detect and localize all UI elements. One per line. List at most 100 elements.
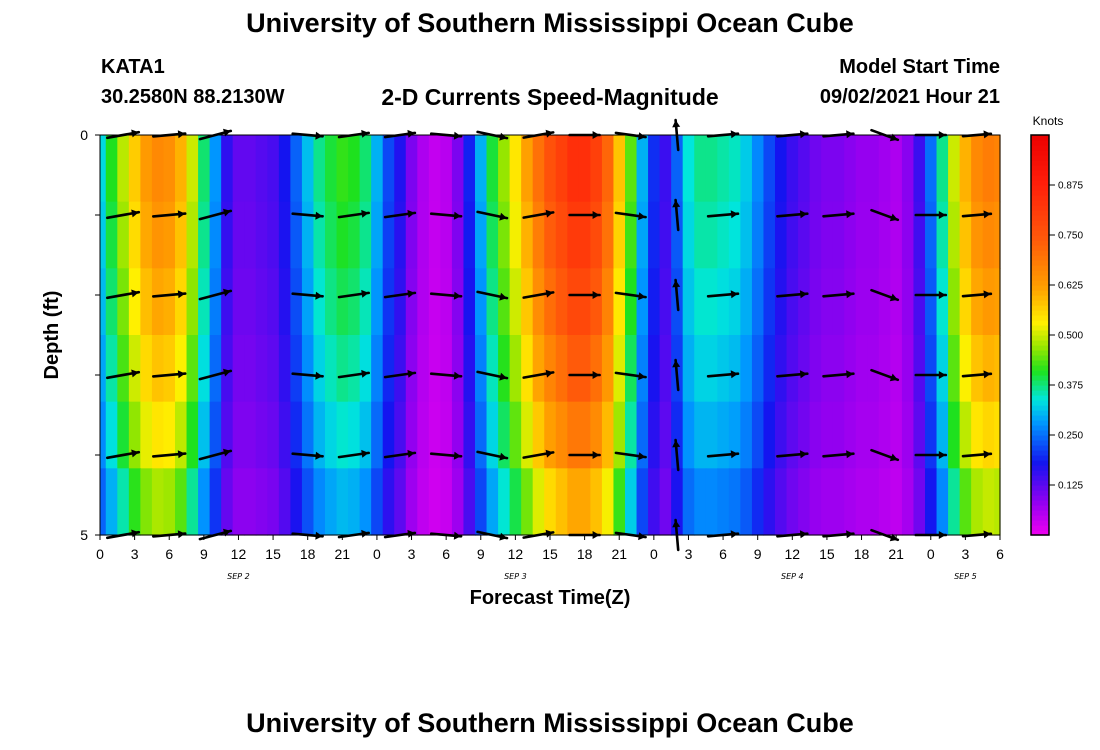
heatmap-cell bbox=[659, 135, 672, 203]
heatmap-cell bbox=[544, 401, 557, 469]
heatmap-cell bbox=[971, 201, 984, 269]
heatmap-cell bbox=[578, 201, 591, 269]
heatmap-cell bbox=[140, 135, 153, 203]
colorbar-segment bbox=[1031, 420, 1049, 426]
heatmap-cell bbox=[636, 135, 649, 203]
current-arrow bbox=[106, 209, 141, 220]
heatmap-cell bbox=[405, 335, 418, 403]
heatmap-cell bbox=[348, 401, 361, 469]
current-arrow bbox=[337, 449, 371, 459]
x-tick-label: 18 bbox=[577, 546, 593, 562]
colorbar-segment bbox=[1031, 135, 1049, 141]
current-arrow bbox=[961, 370, 993, 379]
heatmap-cell bbox=[198, 468, 211, 536]
colorbar-segment bbox=[1031, 235, 1049, 241]
colorbar-segment bbox=[1031, 300, 1049, 306]
heatmap-cell bbox=[348, 468, 361, 536]
heatmap-cell bbox=[682, 135, 695, 203]
heatmap-cell bbox=[163, 201, 176, 269]
heatmap-cell bbox=[682, 201, 695, 269]
heatmap-cell bbox=[255, 268, 268, 336]
heatmap-cell bbox=[844, 468, 857, 536]
heatmap-cell bbox=[140, 401, 153, 469]
colorbar-segment bbox=[1031, 500, 1049, 506]
heatmap-cell bbox=[428, 401, 441, 469]
colorbar-segment bbox=[1031, 145, 1049, 151]
heatmap-cell bbox=[544, 135, 557, 203]
heatmap-cell bbox=[925, 135, 938, 203]
heatmap-cell bbox=[590, 135, 603, 203]
heatmap-cell bbox=[486, 335, 499, 403]
heatmap-cell bbox=[786, 468, 799, 536]
heatmap-cell bbox=[994, 401, 1001, 469]
x-tick-label: 6 bbox=[442, 546, 450, 562]
heatmap-cell bbox=[486, 268, 499, 336]
heatmap-cell bbox=[371, 335, 384, 403]
current-arrow bbox=[776, 290, 809, 299]
colorbar-segment bbox=[1031, 250, 1049, 256]
heatmap-cell bbox=[451, 401, 465, 469]
heatmap-cell bbox=[105, 401, 118, 469]
x-tick-label: 9 bbox=[754, 546, 762, 562]
heatmap-cell bbox=[221, 135, 234, 203]
heatmap-cell bbox=[567, 468, 580, 536]
heatmap-cell bbox=[498, 201, 511, 269]
heatmap-cell bbox=[163, 135, 176, 203]
heatmap-cell bbox=[244, 401, 257, 469]
heatmap-cell bbox=[244, 335, 257, 403]
heatmap-cell bbox=[705, 135, 718, 203]
heatmap-cell bbox=[198, 201, 211, 269]
heatmap-cell bbox=[290, 335, 303, 403]
heatmap-cell bbox=[267, 135, 280, 203]
x-tick-label: 0 bbox=[927, 546, 935, 562]
heatmap-cell bbox=[798, 135, 811, 203]
heatmap-cell bbox=[544, 268, 557, 336]
heatmap-cell bbox=[901, 135, 915, 203]
current-arrow bbox=[568, 451, 601, 459]
heatmap-cell bbox=[567, 201, 580, 269]
colorbar-segment bbox=[1031, 200, 1049, 206]
heatmap-cell bbox=[301, 468, 315, 536]
heatmap-cell bbox=[325, 268, 338, 336]
heatmap-cell bbox=[798, 201, 811, 269]
heatmap-cell bbox=[705, 401, 718, 469]
heatmap-cell bbox=[267, 268, 280, 336]
colorbar-tick-label: 0.625 bbox=[1058, 281, 1083, 292]
heatmap-cell bbox=[428, 201, 441, 269]
heatmap-cell bbox=[163, 268, 176, 336]
heatmap-cell bbox=[971, 135, 984, 203]
colorbar-segment bbox=[1031, 390, 1049, 396]
current-arrow bbox=[522, 369, 555, 379]
heatmap-cell bbox=[901, 335, 915, 403]
heatmap-cell bbox=[336, 335, 349, 403]
heatmap-cell bbox=[463, 335, 476, 403]
colorbar-segment bbox=[1031, 240, 1049, 246]
current-arrow bbox=[337, 209, 371, 219]
heatmap-cell bbox=[775, 135, 788, 203]
current-arrow bbox=[291, 211, 324, 220]
heatmap-cell bbox=[532, 401, 545, 469]
heatmap-cell bbox=[417, 268, 430, 336]
colorbar-segment bbox=[1031, 505, 1049, 511]
heatmap-cell bbox=[809, 401, 822, 469]
colorbar-tick-label: 0.125 bbox=[1058, 481, 1083, 492]
heatmap-cell bbox=[613, 468, 626, 536]
heatmap-cell bbox=[186, 201, 199, 269]
colorbar-segment bbox=[1031, 380, 1049, 386]
colorbar-segment bbox=[1031, 475, 1049, 481]
colorbar-units-label: Knots bbox=[1033, 114, 1064, 128]
heatmap-cell bbox=[221, 468, 234, 536]
heatmap-cell bbox=[417, 335, 430, 403]
current-arrow bbox=[706, 210, 740, 219]
heatmap-cell bbox=[359, 335, 372, 403]
heatmap-cell bbox=[232, 268, 245, 336]
heatmap-cell bbox=[498, 268, 511, 336]
heatmap-cell bbox=[751, 335, 765, 403]
heatmap-cell bbox=[359, 468, 372, 536]
heatmap-cell bbox=[578, 268, 591, 336]
heatmap-cell bbox=[428, 468, 441, 536]
heatmap-cell bbox=[290, 268, 303, 336]
heatmap-cell bbox=[878, 468, 891, 536]
heatmap-cell bbox=[100, 268, 107, 336]
heatmap-cell bbox=[867, 401, 880, 469]
